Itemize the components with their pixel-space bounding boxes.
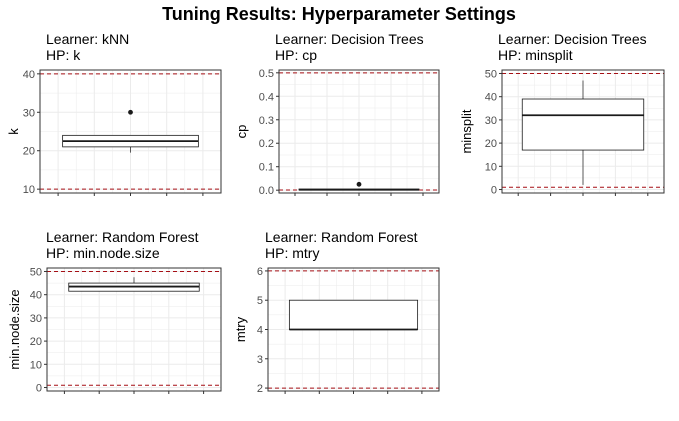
y-tick-label: 50 xyxy=(30,266,42,278)
y-tick-label: 10 xyxy=(23,184,35,196)
y-tick-label: 0.3 xyxy=(259,115,274,127)
y-axis-label: cp xyxy=(234,125,249,139)
box-iqr xyxy=(288,299,419,330)
y-tick-label: 20 xyxy=(23,146,35,158)
y-tick-label: 0.5 xyxy=(259,68,274,80)
y-axis-label: min.node.size xyxy=(7,289,22,369)
y-tick-label: 6 xyxy=(257,266,263,278)
y-axis-label: k xyxy=(6,128,21,135)
y-tick-label: 0.4 xyxy=(259,91,274,103)
panel-learner-label: Learner: Decision Trees xyxy=(498,31,647,47)
panel-learner-label: Learner: kNN xyxy=(46,31,129,47)
panel-hp-label: HP: min.node.size xyxy=(46,245,160,261)
panel-hp-label: HP: mtry xyxy=(265,245,319,261)
y-tick-label: 40 xyxy=(485,92,497,104)
panel-hp-label: HP: k xyxy=(46,47,81,63)
y-tick-label: 30 xyxy=(30,313,42,325)
panel-hp-label: HP: minsplit xyxy=(498,47,573,63)
y-tick-label: 10 xyxy=(485,161,497,173)
y-tick-label: 30 xyxy=(23,107,35,119)
panel-hp-label: HP: cp xyxy=(275,47,317,63)
figure-title: Tuning Results: Hyperparameter Settings xyxy=(162,4,516,24)
y-tick-label: 30 xyxy=(485,115,497,127)
y-tick-label: 50 xyxy=(485,68,497,80)
y-tick-label: 20 xyxy=(485,138,497,150)
y-tick-label: 20 xyxy=(30,336,42,348)
y-tick-label: 40 xyxy=(23,69,35,81)
y-axis-label: mtry xyxy=(233,316,248,342)
y-tick-label: 3 xyxy=(257,354,263,366)
y-tick-label: 0.1 xyxy=(259,162,274,174)
panel-learner-label: Learner: Random Forest xyxy=(265,229,418,245)
y-tick-label: 0.2 xyxy=(259,138,274,150)
outlier-point xyxy=(356,181,362,187)
box-iqr xyxy=(521,98,645,151)
y-tick-label: 0 xyxy=(491,185,497,197)
y-axis-label: minsplit xyxy=(459,109,474,153)
y-tick-label: 2 xyxy=(257,383,263,395)
outlier-point xyxy=(128,109,133,115)
y-tick-label: 5 xyxy=(257,295,263,307)
panel-learner-label: Learner: Decision Trees xyxy=(275,31,424,47)
y-tick-label: 10 xyxy=(30,359,42,371)
y-tick-label: 4 xyxy=(257,325,263,337)
panel-learner-label: Learner: Random Forest xyxy=(46,229,199,245)
y-tick-label: 40 xyxy=(30,290,42,302)
y-tick-label: 0 xyxy=(36,383,42,395)
y-tick-label: 0.0 xyxy=(259,185,274,197)
